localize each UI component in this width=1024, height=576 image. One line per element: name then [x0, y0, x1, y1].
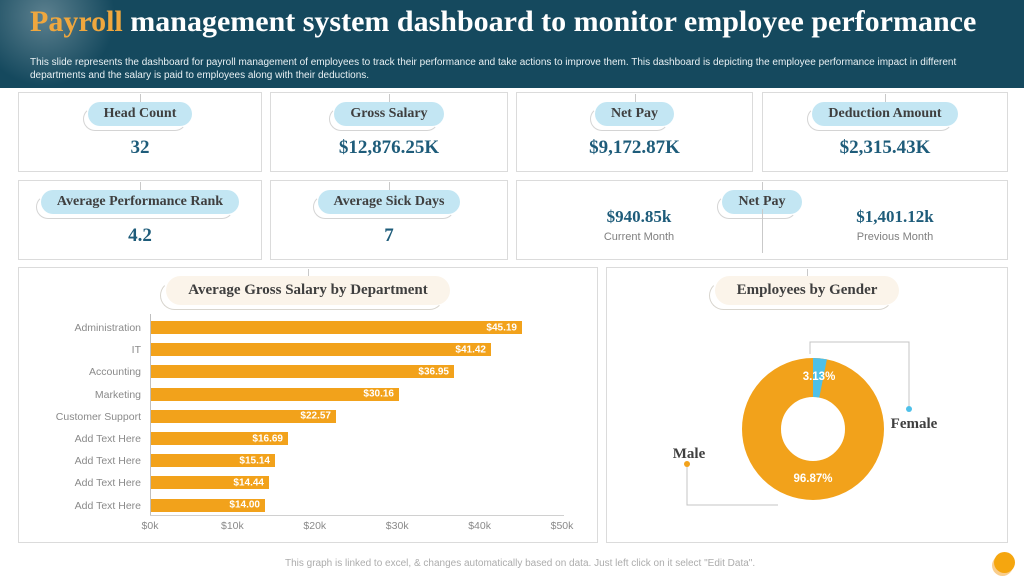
kpi-value: 32	[130, 137, 150, 158]
bar: $15.14	[150, 454, 275, 468]
bar-chart-title: Average Gross Salary by Department	[160, 276, 450, 310]
bar-category-label: Administration	[74, 322, 141, 334]
footer-note: This graph is linked to excel, & changes…	[285, 558, 756, 569]
bar-category-label: Add Text Here	[74, 477, 141, 490]
kpi-card-head-count[interactable]: Head Count 32	[18, 92, 262, 172]
card-notch	[140, 182, 141, 191]
donut-chart: 3.13% 96.87% Female Male	[673, 341, 938, 506]
page-subtitle: This slide represents the dashboard for …	[30, 57, 957, 81]
female-leader-line	[809, 341, 910, 406]
female-slice	[742, 358, 884, 500]
kpi-label-badge: Gross Salary	[329, 102, 444, 131]
x-axis-tick-label: $20k	[303, 520, 327, 532]
bar-value-label: $41.42	[455, 344, 486, 356]
male-leader-line	[686, 466, 778, 506]
card-notch	[762, 182, 763, 191]
bar-value-label: $14.00	[229, 499, 260, 511]
male-label: Male	[673, 446, 706, 462]
x-axis-tick-label: $10k	[221, 520, 244, 532]
kpi-card-gross-salary[interactable]: Gross Salary $12,876.25K	[270, 92, 508, 172]
kpi-value: $9,172.87K	[589, 137, 680, 158]
bar-category-label: Add Text Here	[74, 455, 141, 468]
net-pay-current-value: $940.85k	[606, 207, 672, 226]
page-title-rest: management system dashboard to monitor e…	[122, 5, 977, 38]
net-pay-previous-caption: Previous Month	[856, 231, 934, 243]
bar-value-label: $36.95	[418, 366, 449, 378]
bar-category-label: Add Text Here	[74, 433, 141, 445]
bar: $36.95	[150, 365, 454, 379]
card-notch	[885, 94, 886, 103]
bar: $14.00	[150, 498, 265, 512]
kpi-label-badge: Average Sick Days	[312, 190, 461, 219]
x-axis-line	[150, 515, 564, 516]
bar-value-label: $30.16	[363, 388, 394, 400]
bar-value-label: $15.14	[239, 455, 270, 467]
bar: $14.44	[150, 476, 269, 490]
kpi-value: 4.2	[128, 225, 152, 246]
kpi-card-net-pay[interactable]: Net Pay $9,172.87K	[516, 92, 753, 172]
x-axis-tick-label: $40k	[468, 520, 491, 532]
bar-category-label: Customer Support	[55, 410, 141, 423]
bar-category-label: Accounting	[89, 366, 141, 379]
kpi-card-avg-sick-days[interactable]: Average Sick Days 7	[270, 180, 508, 260]
bar: $22.57	[150, 409, 336, 423]
x-axis-tick-label: $0k	[141, 520, 159, 532]
donut-chart-title: Employees by Gender	[708, 276, 900, 310]
card-notch	[389, 94, 390, 103]
bar-category-label: Marketing	[94, 388, 141, 401]
card-notch	[634, 94, 636, 103]
bar: $45.19	[150, 321, 522, 334]
bar-value-label: $16.69	[252, 433, 283, 444]
female-label: Female	[891, 416, 938, 432]
kpi-value: $12,876.25K	[338, 137, 440, 158]
kpi-card-avg-performance-rank[interactable]: Average Performance Rank 4.2	[18, 180, 262, 260]
divider	[762, 209, 763, 253]
page-title: Payroll management system dashboard to m…	[30, 5, 976, 39]
y-axis-line	[150, 314, 151, 515]
kpi-label-badge: Net Pay	[717, 190, 802, 219]
card-notch	[140, 94, 141, 103]
bar-value-label: $45.19	[486, 322, 517, 333]
bar-category-label: Add Text Here	[74, 499, 141, 512]
card-notch	[389, 182, 390, 191]
kpi-label-badge: Head Count	[82, 102, 193, 131]
header-banner: Payroll management system dashboard to m…	[0, 0, 1024, 88]
bar-category-label: IT	[131, 344, 141, 357]
bar: $41.42	[150, 343, 491, 357]
kpi-card-net-pay-comparison[interactable]: Net Pay $940.85k Current Month $1,401.12…	[516, 180, 1008, 260]
x-axis-tick-label: $50k	[550, 520, 574, 532]
card-notch	[308, 269, 309, 278]
female-dot	[906, 406, 912, 412]
kpi-label-badge: Net Pay	[589, 102, 675, 131]
bar: $16.69	[150, 432, 288, 445]
kpi-value: 7	[384, 225, 394, 246]
net-pay-previous-value: $1,401.12k	[856, 207, 934, 226]
kpi-label-badge: Deduction Amount	[807, 102, 958, 131]
page-title-highlight: Payroll	[30, 5, 123, 38]
net-pay-current-caption: Current Month	[603, 231, 675, 243]
bar-value-label: $14.44	[233, 477, 264, 489]
card-notch	[807, 269, 808, 278]
donut-chart-card[interactable]: Employees by Gender 3.13% 96.87% Female …	[606, 267, 1008, 543]
male-pct-label: 96.87%	[793, 473, 832, 485]
x-axis-tick-label: $30k	[385, 520, 409, 532]
kpi-label-badge: Average Performance Rank	[35, 190, 240, 219]
bar-value-label: $22.57	[300, 410, 331, 422]
bar: $30.16	[150, 387, 399, 401]
female-pct-label: 3.13%	[803, 371, 836, 383]
header-glow	[0, 0, 1024, 88]
corner-orange-dot-icon	[994, 552, 1015, 573]
kpi-card-deduction-amount[interactable]: Deduction Amount $2,315.43K	[762, 92, 1008, 172]
bar-chart-card[interactable]: Average Gross Salary by Department Admin…	[18, 267, 598, 543]
male-dot	[684, 461, 690, 467]
bar-chart-plot: Administration $45.19 IT $41.42 Accounting $3…	[19, 268, 599, 544]
kpi-value: $2,315.43K	[839, 137, 931, 158]
